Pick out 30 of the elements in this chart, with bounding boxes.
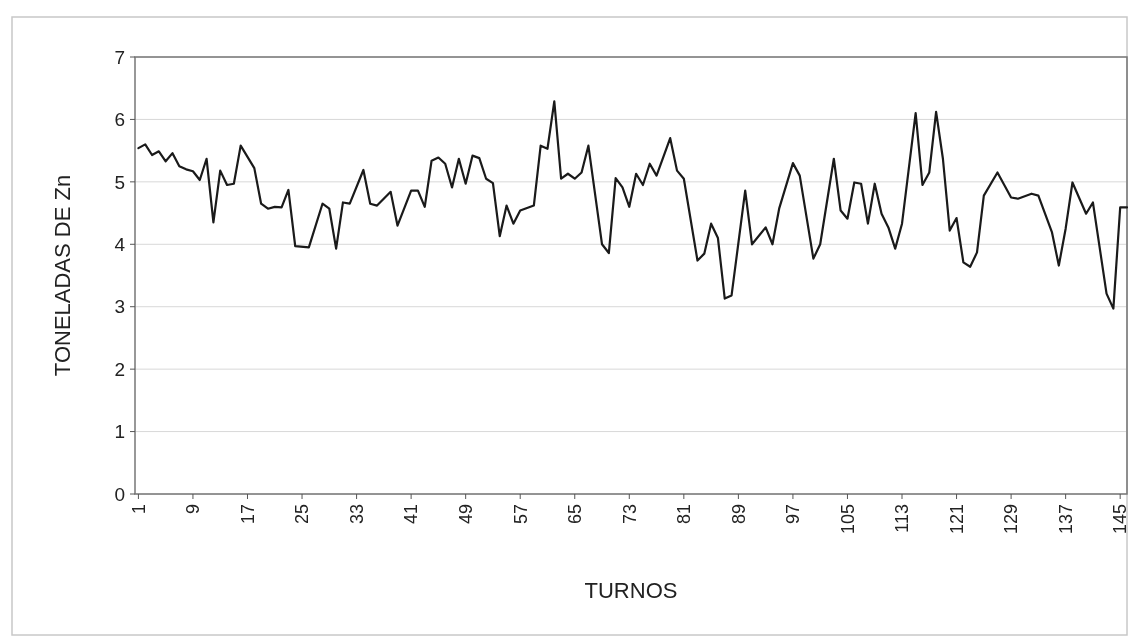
x-tick-label: 121 (946, 504, 967, 535)
y-tick-label: 3 (114, 296, 125, 318)
y-tick-label: 6 (114, 109, 125, 131)
x-tick-label: 9 (183, 504, 204, 515)
x-axis-title: TURNOS (584, 578, 678, 603)
y-tick-label: 2 (114, 358, 125, 380)
x-tick-label: 137 (1055, 504, 1076, 535)
x-tick-label: 1 (128, 504, 149, 515)
x-tick-label: 57 (510, 504, 531, 525)
x-tick-label: 65 (565, 504, 586, 525)
y-tick-label: 5 (114, 171, 125, 193)
x-tick-label: 113 (892, 504, 913, 533)
x-tick-label: 89 (728, 504, 749, 525)
x-tick-label: 25 (292, 504, 313, 525)
line-series (137, 100, 1129, 310)
y-axis-title: TONELADAS DE Zn (50, 174, 75, 377)
x-tick-label: 81 (674, 504, 695, 525)
x-tick-label: 105 (837, 504, 858, 535)
x-tick-label: 49 (455, 504, 476, 525)
y-tick-label: 4 (114, 233, 126, 255)
x-tick-label: 73 (619, 504, 640, 525)
x-tick-label: 129 (1001, 504, 1022, 535)
x-tick-label: 97 (783, 504, 804, 525)
y-tick-label: 1 (114, 421, 125, 443)
x-tick-label: 17 (237, 504, 258, 525)
y-tick-label: 0 (114, 483, 125, 505)
y-tick-label: 7 (114, 46, 125, 68)
x-tick-label: 145 (1110, 504, 1131, 535)
x-tick-label: 33 (346, 504, 367, 525)
x-tick-label: 41 (401, 504, 422, 525)
